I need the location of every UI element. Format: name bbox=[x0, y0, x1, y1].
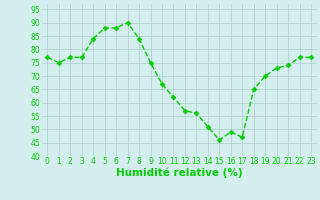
X-axis label: Humidité relative (%): Humidité relative (%) bbox=[116, 168, 243, 178]
